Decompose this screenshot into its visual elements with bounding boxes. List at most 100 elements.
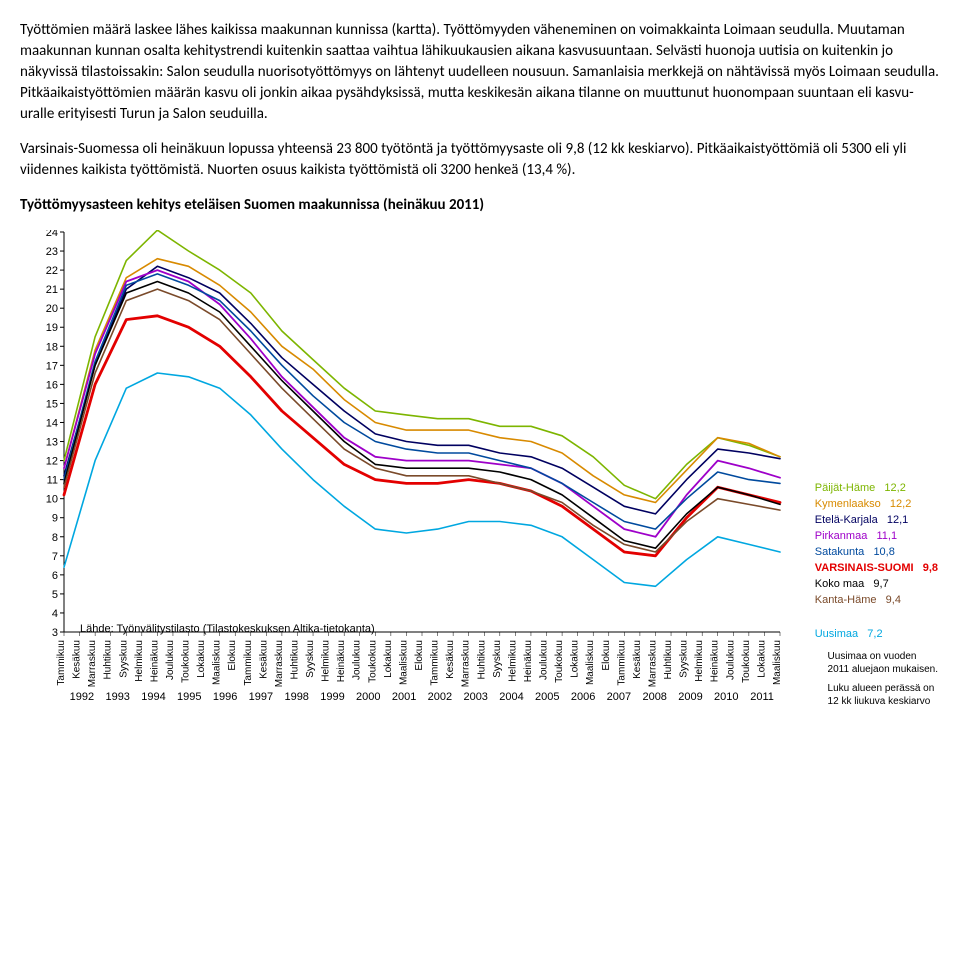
svg-text:Tammikuu: Tammikuu (243, 640, 254, 686)
svg-text:15: 15 (46, 398, 58, 410)
legend-row: Etelä-Karjala 12,1 (815, 513, 938, 529)
svg-text:10: 10 (46, 494, 58, 506)
svg-text:2001: 2001 (392, 691, 416, 703)
svg-text:Helmikuu: Helmikuu (507, 640, 518, 682)
svg-text:8: 8 (52, 532, 58, 544)
svg-text:1999: 1999 (320, 691, 344, 703)
svg-text:21: 21 (46, 284, 58, 296)
svg-text:Maaliskuu: Maaliskuu (398, 640, 409, 685)
svg-text:24: 24 (46, 230, 58, 239)
source-note: Lähde: Työnvälitystilasto (Tilastokeskuk… (80, 622, 375, 637)
svg-text:2011: 2011 (750, 691, 774, 703)
svg-text:17: 17 (46, 360, 58, 372)
legend-row: Kymenlaakso 12,2 (815, 497, 938, 513)
svg-text:Huhtikuu: Huhtikuu (103, 640, 114, 679)
svg-text:2000: 2000 (356, 691, 380, 703)
svg-text:2002: 2002 (428, 691, 452, 703)
svg-text:2008: 2008 (642, 691, 666, 703)
svg-text:1998: 1998 (284, 691, 308, 703)
svg-text:Toukokuu: Toukokuu (181, 640, 192, 683)
svg-text:Maaliskuu: Maaliskuu (585, 640, 596, 685)
svg-text:Heinäkuu: Heinäkuu (149, 640, 160, 682)
svg-text:Toukokuu: Toukokuu (741, 640, 752, 683)
chart-notes: Uusimaa on vuoden 2011 aluejaon mukaisen… (828, 650, 938, 708)
svg-text:Marraskuu: Marraskuu (647, 640, 658, 687)
legend-row: Kanta-Häme 9,4 (815, 593, 938, 609)
svg-text:Lokakuu: Lokakuu (756, 640, 767, 678)
svg-text:Heinäkuu: Heinäkuu (710, 640, 721, 682)
svg-text:1992: 1992 (70, 691, 94, 703)
svg-text:Huhtikuu: Huhtikuu (289, 640, 300, 679)
svg-text:13: 13 (46, 437, 58, 449)
svg-text:23: 23 (46, 246, 58, 258)
svg-text:Joulukuu: Joulukuu (725, 640, 736, 680)
svg-text:Joulukuu: Joulukuu (352, 640, 363, 680)
svg-text:5: 5 (52, 589, 58, 601)
svg-text:Heinäkuu: Heinäkuu (336, 640, 347, 682)
svg-text:19: 19 (46, 322, 58, 334)
svg-text:2009: 2009 (678, 691, 702, 703)
svg-text:22: 22 (46, 265, 58, 277)
svg-text:Helmikuu: Helmikuu (694, 640, 705, 682)
svg-text:Joulukuu: Joulukuu (165, 640, 176, 680)
svg-text:Elokuu: Elokuu (601, 640, 612, 671)
legend-row: Uusimaa 7,2 (815, 627, 938, 643)
svg-text:1995: 1995 (177, 691, 201, 703)
note-line: 2011 aluejaon mukaisen. (828, 663, 938, 676)
svg-text:Kesäkuu: Kesäkuu (445, 640, 456, 679)
legend-row: Satakunta 10,8 (815, 545, 938, 561)
svg-text:12: 12 (46, 456, 58, 468)
chart-legend: Päijät-Häme 12,2Kymenlaakso 12,2Etelä-Ka… (815, 481, 938, 642)
svg-text:Syyskuu: Syyskuu (679, 640, 690, 678)
svg-text:Elokuu: Elokuu (227, 640, 238, 671)
svg-text:Syyskuu: Syyskuu (492, 640, 503, 678)
svg-text:Tammikuu: Tammikuu (430, 640, 441, 686)
svg-text:Huhtikuu: Huhtikuu (476, 640, 487, 679)
svg-text:Syyskuu: Syyskuu (118, 640, 129, 678)
legend-row: VARSINAIS-SUOMI 9,8 (815, 561, 938, 577)
svg-text:Helmikuu: Helmikuu (134, 640, 145, 682)
svg-text:Syyskuu: Syyskuu (305, 640, 316, 678)
svg-text:Helmikuu: Helmikuu (321, 640, 332, 682)
svg-text:1996: 1996 (213, 691, 237, 703)
svg-text:Joulukuu: Joulukuu (539, 640, 550, 680)
svg-text:Marraskuu: Marraskuu (274, 640, 285, 687)
svg-text:16: 16 (46, 379, 58, 391)
paragraph-2: Varsinais-Suomessa oli heinäkuun lopussa… (20, 139, 940, 181)
svg-text:6: 6 (52, 570, 58, 582)
svg-text:Kesäkuu: Kesäkuu (72, 640, 83, 679)
svg-text:2004: 2004 (499, 691, 523, 703)
svg-text:Maaliskuu: Maaliskuu (212, 640, 223, 685)
svg-text:Marraskuu: Marraskuu (461, 640, 472, 687)
svg-text:Tammikuu: Tammikuu (56, 640, 67, 686)
unemployment-chart: 3456789101112131415161718192021222324Tam… (20, 230, 940, 710)
legend-row: Päijät-Häme 12,2 (815, 481, 938, 497)
note-line: 12 kk liukuva keskiarvo (828, 695, 938, 708)
svg-text:4: 4 (52, 608, 58, 620)
svg-text:18: 18 (46, 341, 58, 353)
svg-text:Kesäkuu: Kesäkuu (632, 640, 643, 679)
note-line: Luku alueen perässä on (828, 682, 938, 695)
svg-text:Lokakuu: Lokakuu (570, 640, 581, 678)
svg-text:Lokakuu: Lokakuu (196, 640, 207, 678)
svg-text:Toukokuu: Toukokuu (367, 640, 378, 683)
note-line: Uusimaa on vuoden (828, 650, 938, 663)
svg-text:Lokakuu: Lokakuu (383, 640, 394, 678)
svg-text:Tammikuu: Tammikuu (616, 640, 627, 686)
svg-text:2006: 2006 (571, 691, 595, 703)
svg-text:Huhtikuu: Huhtikuu (663, 640, 674, 679)
svg-text:Elokuu: Elokuu (414, 640, 425, 671)
legend-row: Koko maa 9,7 (815, 577, 938, 593)
svg-text:1993: 1993 (105, 691, 129, 703)
paragraph-1: Työttömien määrä laskee lähes kaikissa m… (20, 20, 940, 125)
svg-text:Maaliskuu: Maaliskuu (772, 640, 783, 685)
svg-text:2005: 2005 (535, 691, 559, 703)
chart-svg: 3456789101112131415161718192021222324Tam… (20, 230, 940, 710)
svg-text:1997: 1997 (249, 691, 273, 703)
svg-text:1994: 1994 (141, 691, 165, 703)
svg-text:Toukokuu: Toukokuu (554, 640, 565, 683)
svg-text:2010: 2010 (714, 691, 738, 703)
svg-text:3: 3 (52, 627, 58, 639)
svg-text:2003: 2003 (463, 691, 487, 703)
svg-text:11: 11 (47, 475, 58, 487)
